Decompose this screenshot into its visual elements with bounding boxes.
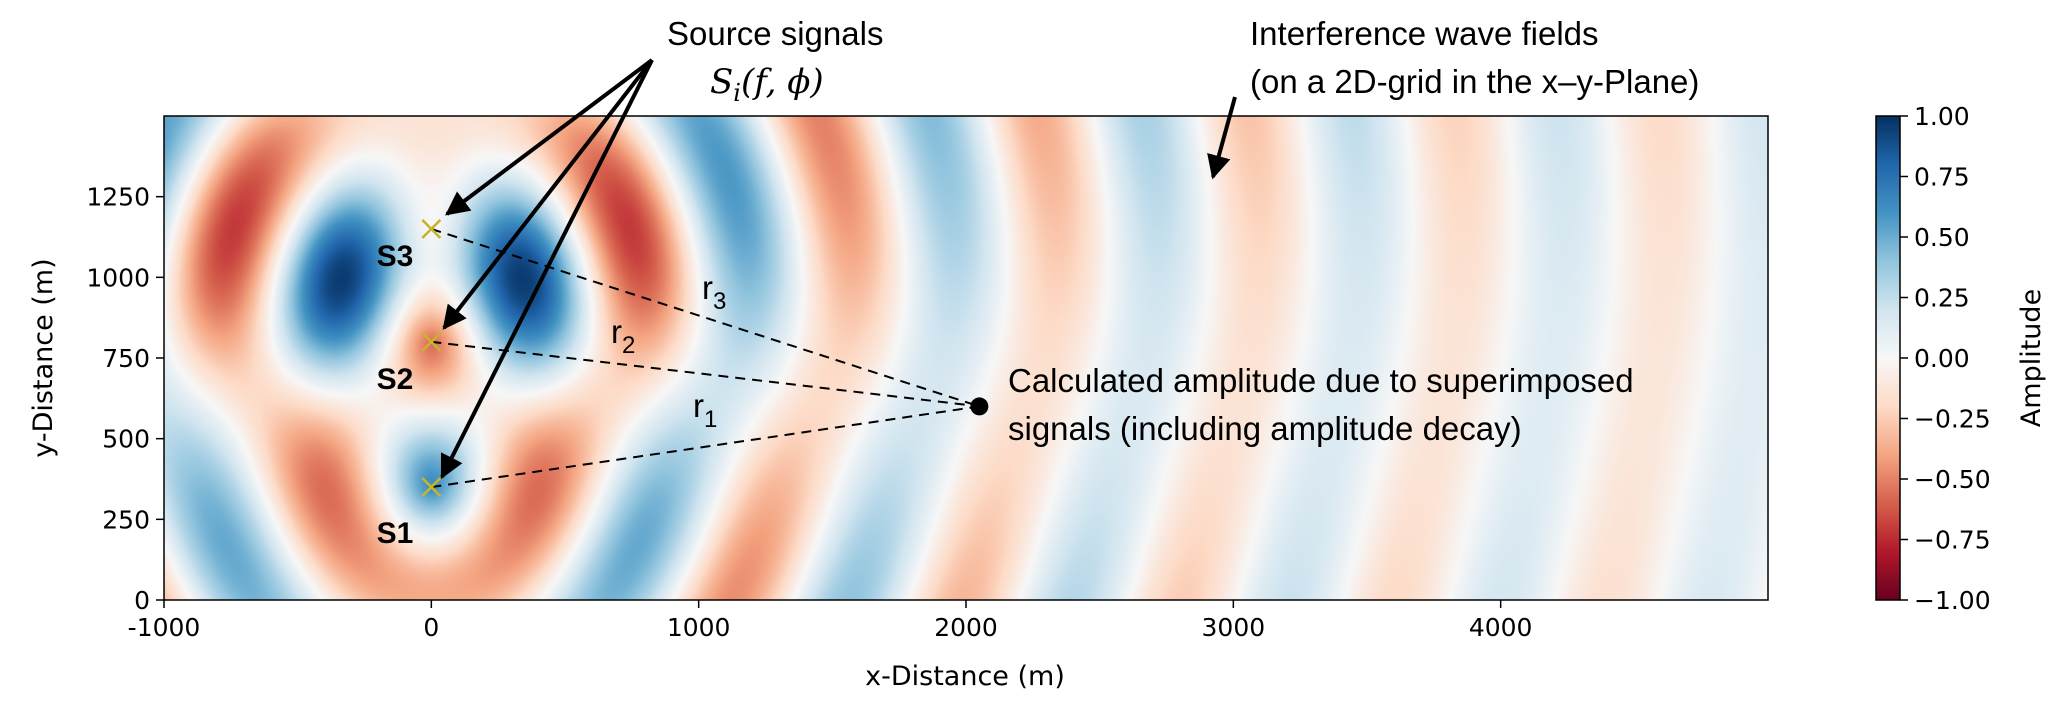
source-label-s3: S3	[377, 240, 414, 273]
source-signals-formula: Si(f, ϕ)	[710, 62, 824, 107]
colorbar-tick-label: 0.25	[1914, 284, 1970, 313]
x-axis-ticks: -1000 0 1000 2000 3000 4000	[128, 600, 1533, 642]
distance-label-r3: r3	[702, 269, 726, 315]
receiver-point	[970, 397, 989, 416]
colorbar-ticks: 1.00 0.75 0.50 0.25 0.00 −0.25 −0.50 −0.75 −1.00	[1900, 102, 1991, 615]
wave-field-heatmap	[164, 116, 1768, 600]
colorbar-tick-label: 0.75	[1914, 163, 1970, 192]
distance-lines	[431, 227, 980, 489]
y-axis-label: y-Distance (m)	[28, 258, 59, 457]
distance-label-r1: r1	[693, 387, 717, 433]
distance-label-r2: r2	[611, 313, 635, 359]
x-tick-label: 0	[423, 613, 439, 642]
arrow-to-s1	[440, 59, 654, 480]
y-tick-label: 250	[102, 505, 150, 534]
y-tick-label: 0	[134, 586, 150, 615]
y-tick-label: 1250	[86, 183, 150, 212]
x-tick-label: -1000	[128, 613, 201, 642]
x-tick-label: 2000	[934, 613, 998, 642]
x-tick-label: 3000	[1202, 613, 1266, 642]
x-axis-label: x-Distance (m)	[865, 661, 1065, 692]
y-tick-label: 1000	[86, 263, 150, 292]
distance-line-s3	[431, 227, 980, 408]
interference-title-line1: Interference wave fields	[1250, 15, 1599, 52]
x-tick-label: 1000	[667, 613, 731, 642]
colorbar-tick-label: −0.25	[1914, 405, 1991, 434]
source-label-s1: S1	[377, 517, 414, 550]
source-marker-s2	[421, 331, 442, 352]
colorbar-tick-label: 0.50	[1914, 223, 1970, 252]
colorbar-tick-label: −0.75	[1914, 526, 1991, 555]
source-signals-title: Source signals	[667, 15, 883, 52]
colorbar	[1875, 115, 1901, 601]
source-marker-s1	[421, 477, 442, 497]
wave-field-canvas	[164, 116, 1768, 600]
distance-line-s1	[431, 405, 980, 489]
arrow-to-s3	[445, 58, 654, 216]
colorbar-tick-label: 0.00	[1914, 344, 1970, 373]
source-marker-s3	[421, 219, 442, 239]
source-signal-arrows	[440, 58, 654, 480]
colorbar-tick-label: −0.50	[1914, 465, 1991, 494]
receiver-annotation-line2: signals (including amplitude decay)	[1008, 410, 1522, 447]
x-tick-label: 4000	[1469, 613, 1533, 642]
distance-line-s2	[431, 340, 980, 408]
y-tick-label: 500	[102, 425, 150, 454]
arrow-to-wave-field	[1207, 96, 1237, 180]
colorbar-tick-label: −1.00	[1914, 586, 1991, 615]
y-tick-label: 750	[102, 344, 150, 373]
receiver-annotation-line1: Calculated amplitude due to superimposed	[1008, 362, 1634, 399]
source-label-s2: S2	[377, 363, 414, 396]
source-markers	[421, 219, 442, 497]
arrow-to-s2	[442, 58, 654, 330]
colorbar-tick-label: 1.00	[1914, 102, 1970, 131]
y-axis-ticks: 0 250 500 750 1000 1250	[86, 183, 164, 615]
colorbar-label: Amplitude	[2016, 289, 2047, 427]
interference-title-line2: (on a 2D-grid in the x–y-Plane)	[1250, 63, 1699, 100]
